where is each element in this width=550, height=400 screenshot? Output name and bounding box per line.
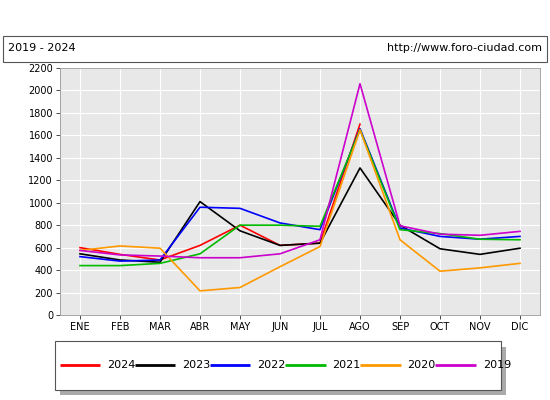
Text: 2021: 2021 [332,360,361,370]
Text: Evolucion Nº Turistas Nacionales en el municipio de Brazuelo: Evolucion Nº Turistas Nacionales en el m… [36,10,514,24]
Text: 2019: 2019 [483,360,511,370]
Text: 2022: 2022 [257,360,285,370]
Text: 2023: 2023 [182,360,210,370]
Text: 2024: 2024 [107,360,135,370]
Text: 2019 - 2024: 2019 - 2024 [8,44,76,54]
Bar [55,341,501,390]
Text: 2020: 2020 [408,360,436,370]
Text: http://www.foro-ciudad.com: http://www.foro-ciudad.com [387,44,542,54]
Bar [60,346,506,395]
